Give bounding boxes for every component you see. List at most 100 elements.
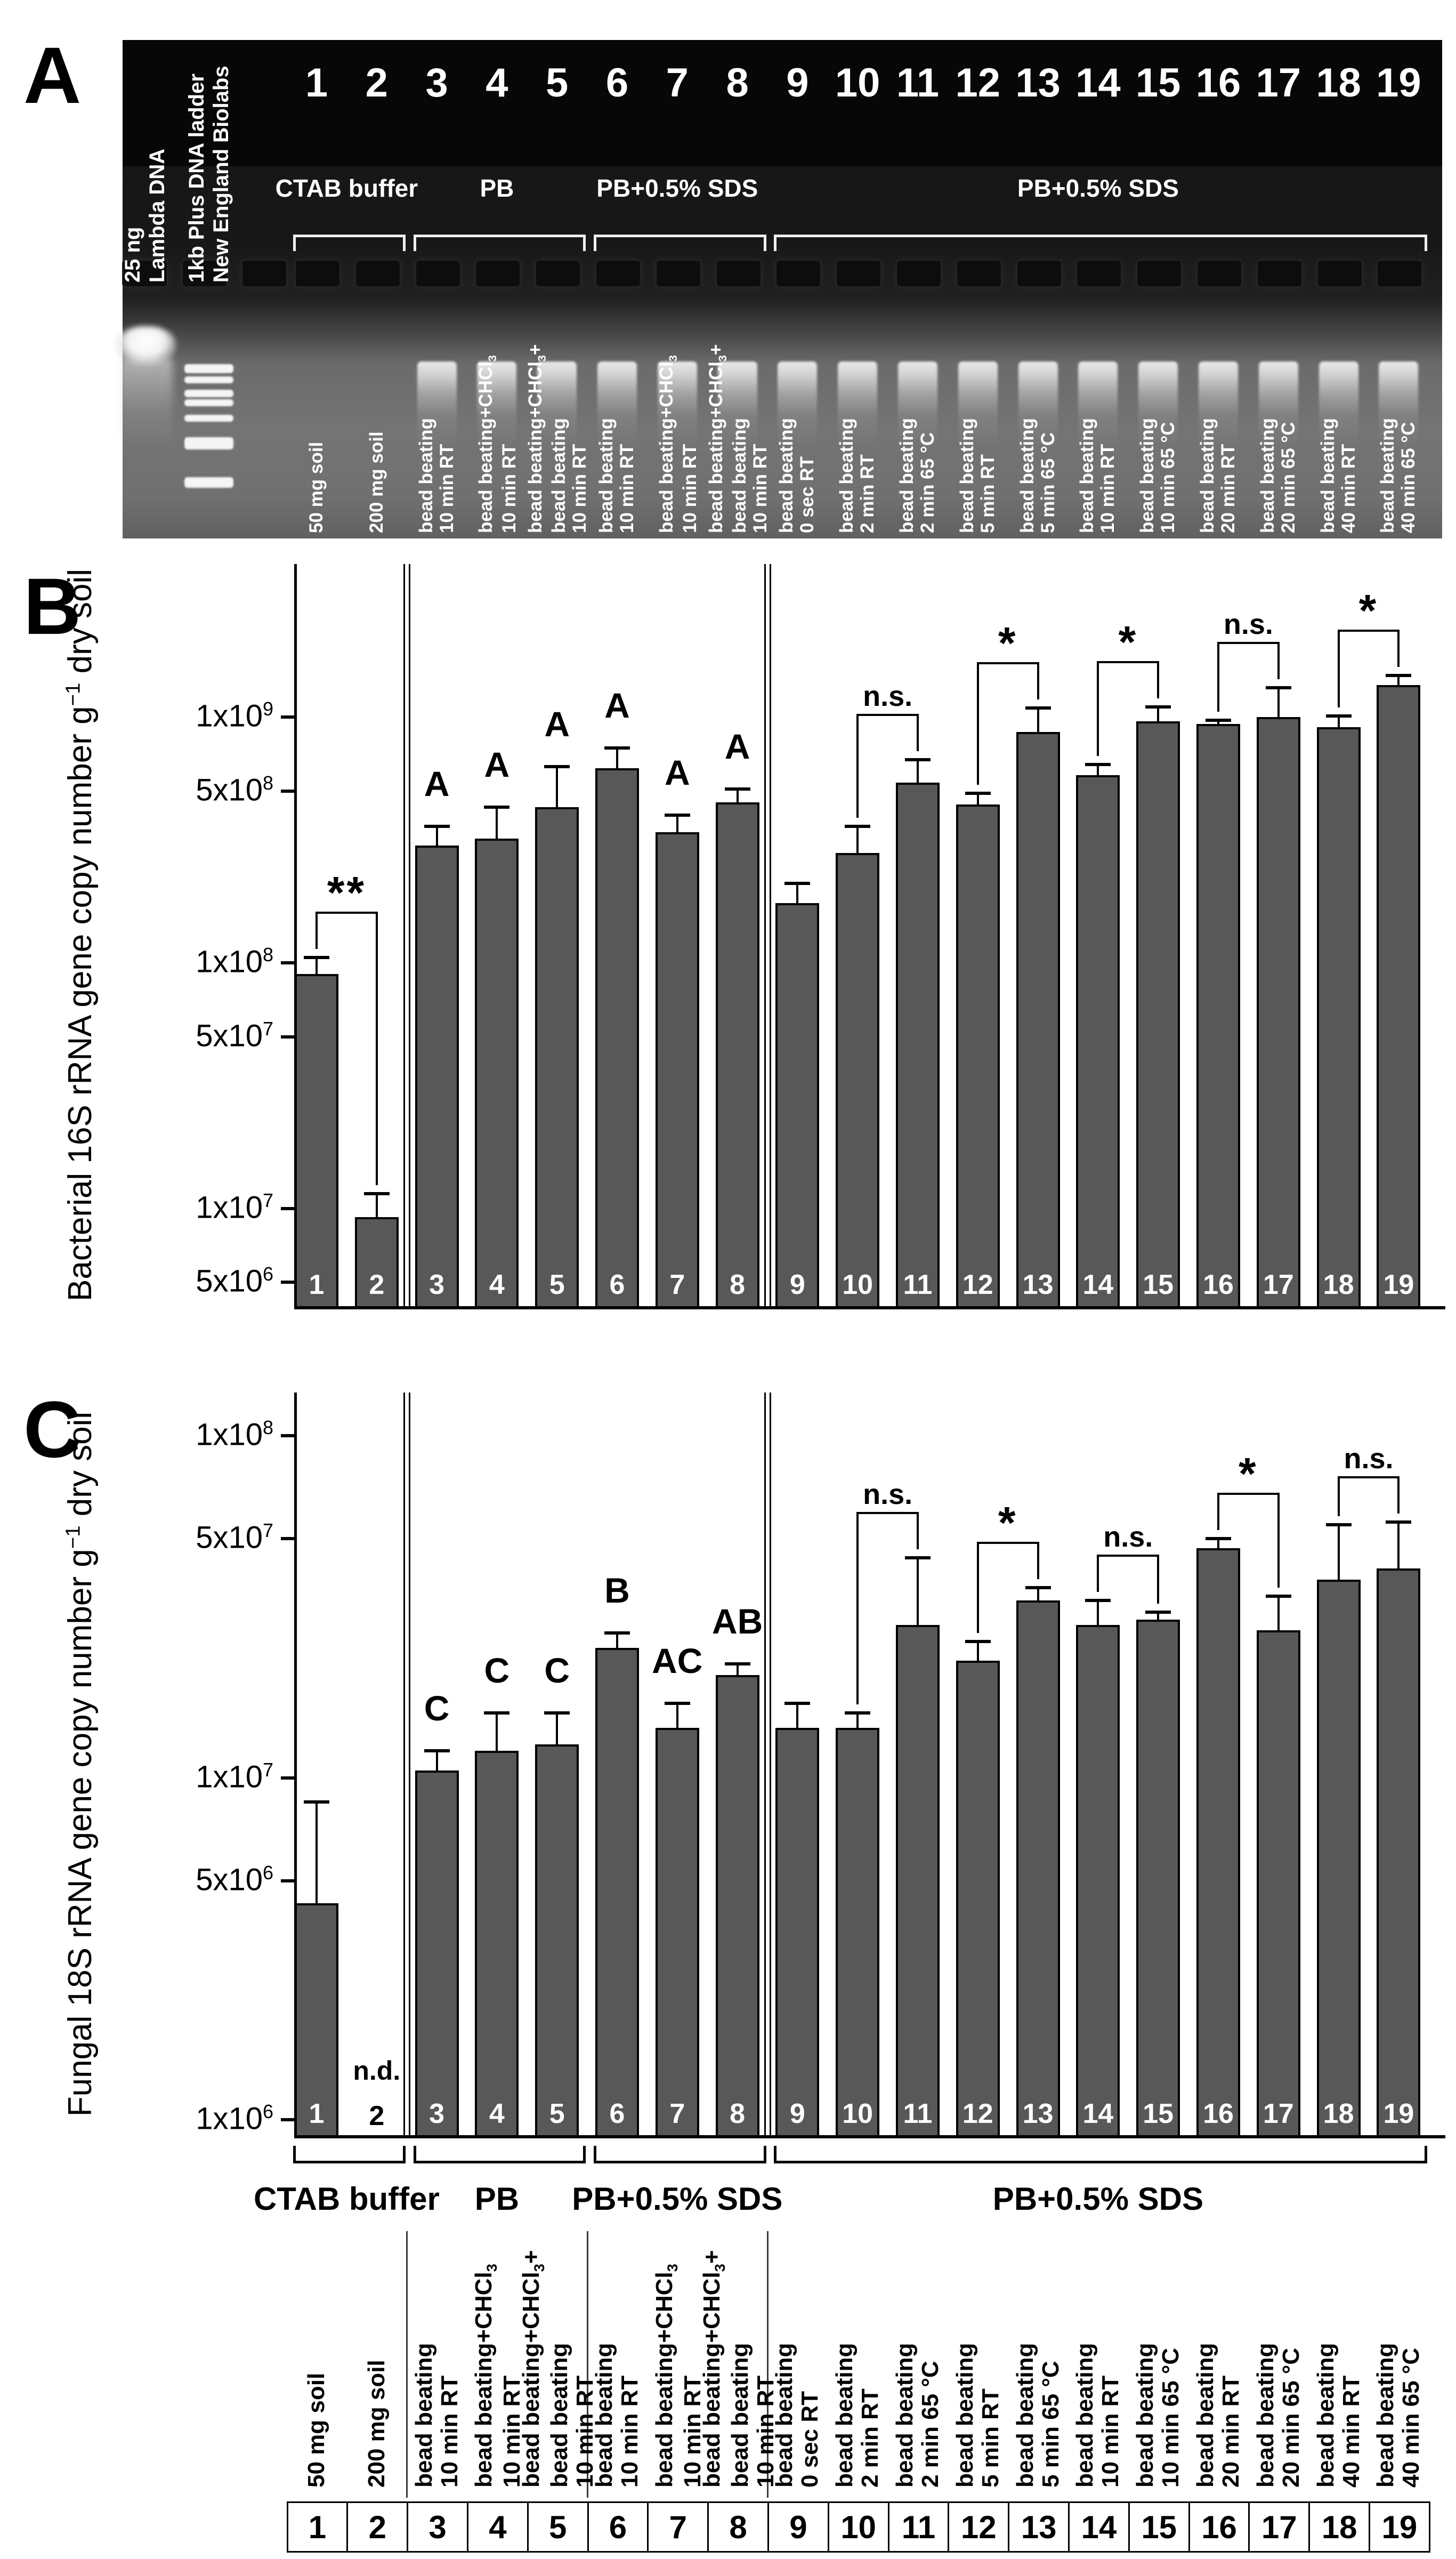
significance-bracket xyxy=(1217,1493,1219,1531)
bar-number: 14 xyxy=(1082,1269,1114,1300)
gel-lane-number: 19 xyxy=(1376,60,1421,106)
bottom-lane-label: 50 mg soil xyxy=(303,2372,329,2488)
error-bar-stem xyxy=(1337,1524,1340,1580)
y-tick-mark xyxy=(281,1434,295,1438)
bottom-lane-label: bead beating 0 sec RT xyxy=(771,2343,823,2488)
significance-label: * xyxy=(1358,585,1379,635)
significance-bracket xyxy=(1217,1493,1280,1495)
gel-lane-label: bead beating 0 sec RT xyxy=(776,418,818,533)
gel-well xyxy=(241,260,287,287)
bar-number: 12 xyxy=(962,2098,993,2129)
bar: 18 xyxy=(1316,1579,1361,2135)
error-bar-cap xyxy=(664,813,690,817)
gel-group-bracket xyxy=(774,235,1428,251)
lane-number-box: 16 xyxy=(1188,2501,1250,2553)
y-tick-mark xyxy=(281,2118,295,2121)
lane-number-box: 6 xyxy=(587,2501,649,2553)
y-tick-label: 1x107 xyxy=(196,1189,273,1225)
panel-divider-line xyxy=(770,1393,771,2135)
letter-annotation: C xyxy=(484,1650,510,1690)
bar-number: 15 xyxy=(1143,1269,1174,1300)
error-bar-cap xyxy=(1206,1537,1231,1541)
y-tick-label: 1x108 xyxy=(196,1417,273,1452)
bar: 13 xyxy=(1016,1600,1060,2135)
bar: 13 xyxy=(1016,732,1060,1306)
error-bar-cap xyxy=(664,1702,690,1705)
bar: 2 xyxy=(354,1217,399,1306)
letter-annotation: A xyxy=(724,726,750,766)
gel-group-label: PB+0.5% SDS xyxy=(596,174,758,202)
y-tick-mark xyxy=(281,1537,295,1541)
significance-bracket xyxy=(1217,641,1219,712)
significance-label: n.s. xyxy=(863,680,913,713)
group-separator-line xyxy=(767,2231,769,2498)
significance-bracket xyxy=(1337,1476,1340,1516)
error-bar-stem xyxy=(796,1703,799,1728)
error-bar-cap xyxy=(1145,705,1171,709)
ladder-band xyxy=(184,477,233,488)
gel-well xyxy=(1256,260,1303,287)
gel-well xyxy=(896,260,942,287)
bar-number: 16 xyxy=(1203,1269,1234,1300)
sample-dna-smear xyxy=(898,361,937,449)
bar: 3 xyxy=(415,1770,459,2135)
bar-number: 9 xyxy=(789,2098,805,2129)
gel-well xyxy=(1316,260,1363,287)
significance-bracket xyxy=(976,1541,1039,1544)
error-bar-stem xyxy=(1337,716,1340,728)
gel-group-label: PB xyxy=(480,174,514,202)
bar: 6 xyxy=(595,768,639,1306)
gel-lane-number: 4 xyxy=(486,60,508,106)
gel-lane-number: 7 xyxy=(666,60,689,106)
bottom-group-label: PB xyxy=(474,2181,520,2217)
significance-bracket xyxy=(976,662,1039,664)
gel-lane-label: bead beating 40 min 65 °C xyxy=(1377,418,1419,533)
error-bar-cap xyxy=(304,1800,329,1804)
bar-number: 6 xyxy=(609,1269,625,1300)
sample-dna-smear xyxy=(778,361,818,449)
lane-number-box: 5 xyxy=(527,2501,589,2553)
error-bar-stem xyxy=(375,1193,378,1218)
error-bar-cap xyxy=(363,1192,390,1195)
error-bar-cap xyxy=(905,758,931,762)
panel-divider-line xyxy=(409,564,411,1306)
panel-a-label: A xyxy=(23,30,82,120)
gel-well xyxy=(956,260,1002,287)
significance-bracket xyxy=(316,912,378,914)
gel-group-bracket xyxy=(413,235,586,251)
bar: 12 xyxy=(956,804,1000,1306)
bar-number: 2 xyxy=(369,1269,385,1300)
error-bar-stem xyxy=(1277,1596,1280,1631)
gel-lane-number: 14 xyxy=(1075,60,1121,106)
significance-label: * xyxy=(1118,617,1138,667)
error-bar-cap xyxy=(965,791,991,795)
bar-number: 8 xyxy=(730,2098,746,2129)
y-axis-title: Fungal 18S rRNA gene copy number g−1 dry… xyxy=(61,1411,99,2117)
bar: 1 xyxy=(295,973,338,1306)
gel-well xyxy=(775,260,822,287)
sample-dna-smear xyxy=(1078,361,1118,449)
error-bar-cap xyxy=(1085,763,1111,767)
lane-number-box: 3 xyxy=(407,2501,468,2553)
error-bar-cap xyxy=(424,1749,450,1752)
error-bar-stem xyxy=(435,1750,438,1771)
error-bar-stem xyxy=(1397,1522,1400,1568)
gel-lane-number: 10 xyxy=(835,60,880,106)
error-bar-stem xyxy=(616,1633,618,1648)
gel-well xyxy=(535,260,581,287)
significance-bracket xyxy=(1037,662,1039,699)
error-bar-stem xyxy=(796,883,799,903)
bar-number: 6 xyxy=(609,2098,625,2129)
sample-dna-smear xyxy=(537,361,577,449)
bar: 8 xyxy=(715,802,759,1306)
bar-number: 19 xyxy=(1383,2098,1414,2129)
y-tick-label: 5x107 xyxy=(196,1519,273,1555)
bottom-group-bracket xyxy=(594,2146,766,2163)
error-bar-stem xyxy=(316,1801,318,1903)
y-tick-label: 5x106 xyxy=(196,1861,273,1897)
significance-bracket xyxy=(1277,1493,1280,1588)
gel-lane-label: bead beating 20 min 65 °C xyxy=(1257,418,1299,533)
error-bar-cap xyxy=(784,1702,811,1705)
letter-annotation: C xyxy=(544,1650,570,1690)
